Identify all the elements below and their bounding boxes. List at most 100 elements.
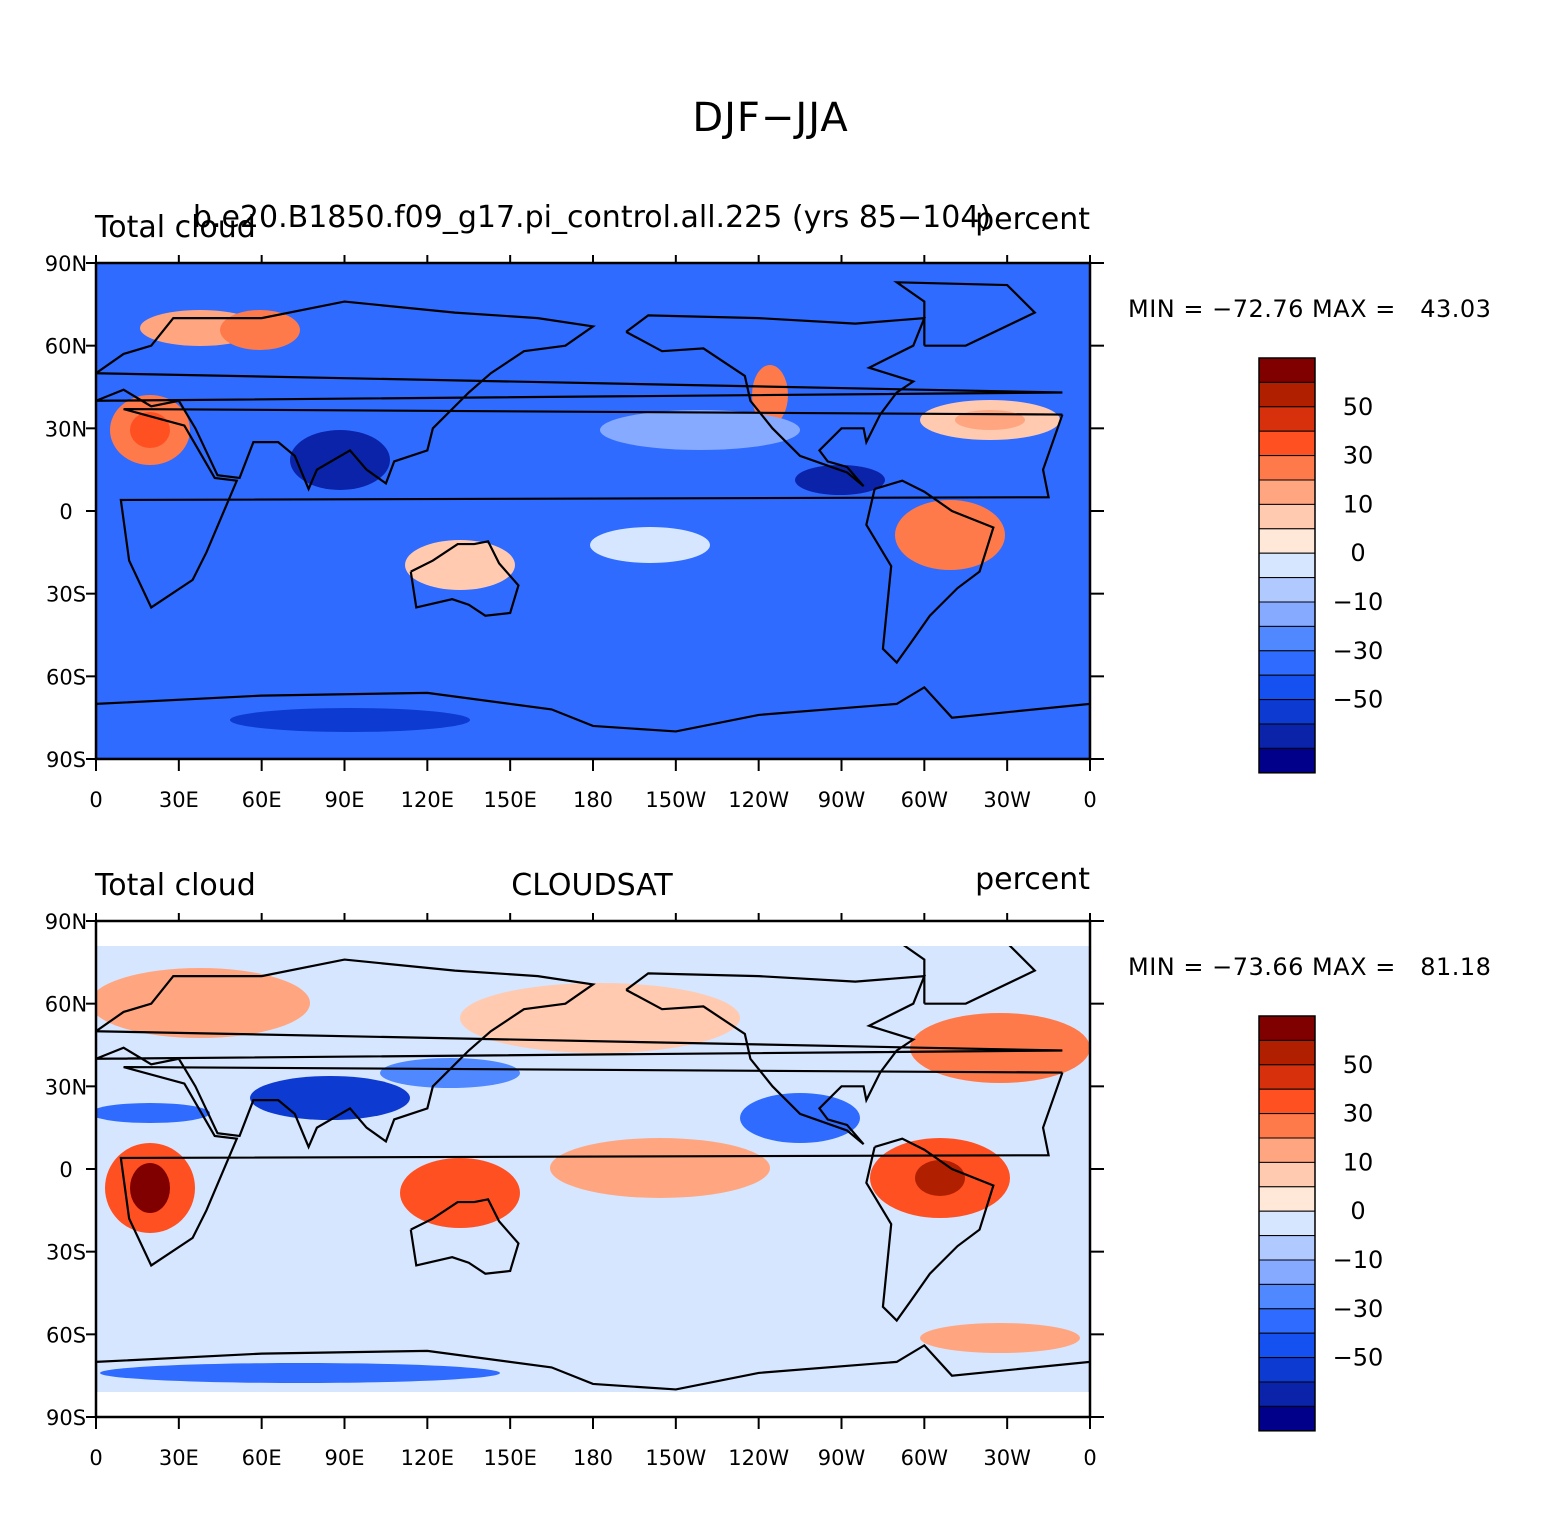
lon-tick-label: 60W bbox=[901, 788, 949, 812]
contour-fill bbox=[230, 708, 470, 732]
colorbar-segment bbox=[1258, 1064, 1316, 1090]
lon-tick-label: 30E bbox=[159, 1446, 199, 1470]
panel-units: percent bbox=[975, 202, 1090, 237]
coastline bbox=[96, 300, 1063, 492]
lon-tick-label: 180 bbox=[573, 1446, 613, 1470]
colorbar-segment bbox=[1258, 479, 1316, 505]
colorbar-segment bbox=[1258, 1186, 1316, 1212]
contour-fill bbox=[460, 983, 740, 1053]
lat-tick-label: 90S bbox=[46, 748, 86, 772]
contour-fill bbox=[895, 500, 1005, 570]
lon-tick-label: 90E bbox=[325, 788, 365, 812]
lon-tick-label: 90E bbox=[325, 1446, 365, 1470]
coastlines bbox=[96, 946, 1090, 1392]
colorbar-label: −10 bbox=[1333, 1246, 1384, 1274]
contour-fill bbox=[400, 1158, 520, 1228]
lat-tick-label: 30N bbox=[45, 1075, 87, 1099]
colorbar-segment bbox=[1258, 430, 1316, 457]
map-panel-cloudsat: 90N 60N 30N 0 30S 60S 90S 0 30E 60E 90E 120E 150E 180… bbox=[0, 848, 1541, 1498]
colorbar-segment bbox=[1258, 552, 1316, 579]
colorbar-label: −50 bbox=[1333, 686, 1384, 714]
coastline bbox=[119, 1065, 1064, 1268]
colorbar-segment bbox=[1258, 406, 1316, 432]
lon-tick-label: 60E bbox=[242, 788, 282, 812]
colorbar-segment bbox=[1258, 1357, 1316, 1383]
panel-units: percent bbox=[975, 862, 1090, 897]
colorbar-segment bbox=[1258, 1259, 1316, 1285]
coastline bbox=[119, 407, 1064, 610]
colorbar-segment bbox=[1258, 723, 1316, 749]
lat-tick-label: 60N bbox=[45, 335, 87, 359]
colorbar-segment bbox=[1258, 1405, 1316, 1432]
colorbar-frame bbox=[1258, 1015, 1316, 1432]
colorbar-segment bbox=[1258, 577, 1316, 603]
colorbar-segment bbox=[1258, 528, 1316, 554]
colorbar-segment bbox=[1258, 601, 1316, 627]
lat-tick-label: 0 bbox=[59, 1158, 72, 1182]
colorbar-label: 30 bbox=[1343, 1100, 1374, 1128]
colorbar-label: −10 bbox=[1333, 588, 1384, 616]
coastline bbox=[865, 479, 995, 665]
lon-tick-label: 150W bbox=[645, 1446, 706, 1470]
lon-tick-label: 180 bbox=[573, 788, 613, 812]
colorbar-segment bbox=[1258, 699, 1316, 725]
colorbar-label: −30 bbox=[1333, 637, 1384, 665]
colorbar-segment bbox=[1258, 1283, 1316, 1310]
colorbar-label: 30 bbox=[1343, 442, 1374, 470]
colorbar-segment bbox=[1258, 455, 1316, 481]
contour-fill bbox=[920, 1323, 1080, 1353]
contour-fill bbox=[795, 465, 885, 495]
contour-fill bbox=[130, 412, 170, 448]
panel-left-title: Total cloud bbox=[95, 210, 256, 245]
contour-fill bbox=[405, 540, 515, 590]
panel-center-title: CLOUDSAT bbox=[511, 868, 673, 903]
contour-fill bbox=[130, 1163, 170, 1213]
colorbar-label: 0 bbox=[1350, 539, 1365, 567]
colorbar-label: −50 bbox=[1333, 1344, 1384, 1372]
figure-title: DJF−JJA bbox=[692, 95, 849, 141]
colorbar-segment bbox=[1258, 1039, 1316, 1066]
colorbar-segment bbox=[1258, 1308, 1316, 1334]
panel-left-title: Total cloud bbox=[95, 868, 256, 903]
colorbar-segment bbox=[1258, 503, 1316, 530]
min-max-stats: MIN = −72.76 MAX = 43.03 bbox=[1128, 295, 1492, 323]
lon-tick-label: 90W bbox=[818, 788, 866, 812]
colorbar-label: 10 bbox=[1343, 1148, 1374, 1176]
lon-tick-label: 120E bbox=[401, 788, 454, 812]
lon-tick-label: 0 bbox=[1083, 1446, 1096, 1470]
lon-tick-label: 150E bbox=[483, 1446, 536, 1470]
coastline bbox=[865, 1137, 995, 1323]
lat-tick-label: 60S bbox=[46, 665, 86, 689]
contour-fill bbox=[600, 410, 800, 450]
lon-tick-label: 120W bbox=[728, 1446, 789, 1470]
contour-fill bbox=[590, 527, 710, 563]
lat-tick-label: 30S bbox=[46, 1241, 86, 1265]
colorbar-label: 10 bbox=[1343, 490, 1374, 518]
colorbar-segment bbox=[1258, 381, 1316, 408]
contour-fill bbox=[740, 1093, 860, 1143]
lon-tick-label: 150E bbox=[483, 788, 536, 812]
coastlines bbox=[96, 281, 1090, 759]
coastline bbox=[96, 958, 1063, 1150]
lon-tick-label: 60W bbox=[901, 1446, 949, 1470]
lat-tick-label: 90N bbox=[45, 252, 87, 276]
contour-field bbox=[96, 946, 1090, 1392]
colorbar-label: 0 bbox=[1350, 1197, 1365, 1225]
min-max-stats: MIN = −73.66 MAX = 81.18 bbox=[1128, 953, 1492, 981]
lon-tick-label: 30W bbox=[983, 1446, 1031, 1470]
lat-tick-label: 30N bbox=[45, 417, 87, 441]
contour-field bbox=[96, 263, 1090, 759]
lon-tick-label: 0 bbox=[1083, 788, 1096, 812]
colorbar-segment bbox=[1258, 1137, 1316, 1163]
coastline bbox=[96, 1343, 1090, 1392]
coastline bbox=[893, 281, 1037, 347]
lon-tick-label: 150W bbox=[645, 788, 706, 812]
lon-tick-label: 120W bbox=[728, 788, 789, 812]
contour-fill bbox=[250, 1076, 410, 1120]
coastline bbox=[902, 946, 1037, 1005]
contour-fill bbox=[915, 1160, 965, 1196]
lat-tick-label: 60N bbox=[45, 993, 87, 1017]
lon-tick-label: 120E bbox=[401, 1446, 454, 1470]
